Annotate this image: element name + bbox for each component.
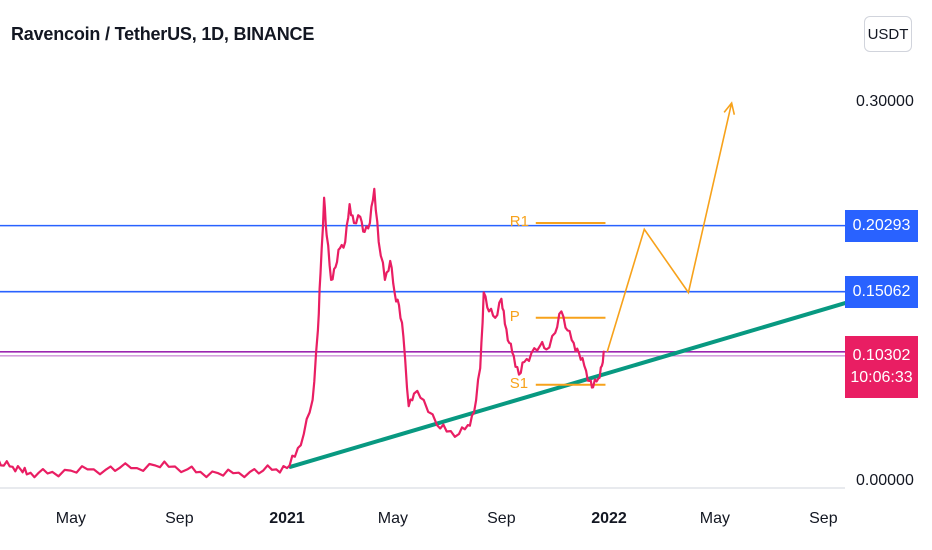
x-tick-label: Sep bbox=[165, 510, 194, 527]
x-tick-label: Sep bbox=[809, 510, 838, 527]
level-price-tag: 0.15062 bbox=[845, 275, 918, 308]
x-tick-label: Sep bbox=[487, 510, 516, 527]
pivot-label-r1: R1 bbox=[509, 213, 529, 231]
level-price-tag: 0.20293 bbox=[845, 209, 918, 242]
price-line bbox=[0, 187, 605, 479]
y-tick-label: 0.00000 bbox=[856, 472, 914, 489]
y-tick-label: 0.30000 bbox=[856, 93, 914, 110]
projection-path bbox=[606, 102, 733, 353]
x-tick-label: 2022 bbox=[591, 510, 627, 527]
current-price-tag: 0.10302 10:06:33 bbox=[845, 335, 918, 398]
pivot-label-s1: S1 bbox=[509, 374, 529, 392]
trendline bbox=[288, 296, 862, 469]
chart-title: Ravencoin / TetherUS, 1D, BINANCE bbox=[11, 24, 315, 44]
x-tick-label: May bbox=[55, 510, 86, 527]
x-tick-label: May bbox=[377, 510, 408, 527]
projection-arrowhead bbox=[723, 101, 736, 115]
bar-countdown: 10:06:33 bbox=[850, 368, 913, 386]
currency-button[interactable]: USDT bbox=[864, 16, 912, 52]
x-tick-label: May bbox=[699, 510, 730, 527]
x-tick-label: 2021 bbox=[269, 510, 305, 527]
current-price-value: 0.10302 bbox=[852, 346, 911, 364]
pivot-label-p: P bbox=[509, 307, 520, 325]
